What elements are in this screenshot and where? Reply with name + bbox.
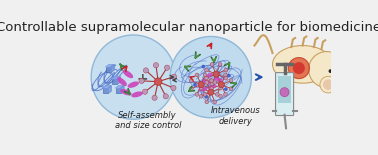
- Circle shape: [218, 82, 225, 88]
- FancyBboxPatch shape: [278, 76, 291, 103]
- Circle shape: [203, 93, 207, 96]
- Circle shape: [223, 73, 227, 77]
- Circle shape: [153, 63, 159, 68]
- FancyBboxPatch shape: [103, 88, 108, 93]
- Text: Controllable supramolecular nanoparticle for biomedicine: Controllable supramolecular nanoparticle…: [0, 21, 378, 34]
- Circle shape: [218, 63, 222, 67]
- Ellipse shape: [204, 73, 212, 78]
- Polygon shape: [103, 86, 111, 88]
- Circle shape: [193, 83, 197, 86]
- Circle shape: [288, 58, 310, 79]
- Ellipse shape: [208, 85, 217, 89]
- Ellipse shape: [214, 77, 223, 82]
- Circle shape: [203, 73, 207, 77]
- Ellipse shape: [131, 91, 143, 97]
- Polygon shape: [108, 86, 111, 93]
- Circle shape: [195, 73, 199, 77]
- Text: Self-assembly
and size control: Self-assembly and size control: [115, 111, 181, 130]
- Circle shape: [215, 73, 219, 77]
- Circle shape: [213, 100, 217, 104]
- Ellipse shape: [338, 64, 345, 69]
- Circle shape: [205, 100, 209, 104]
- Circle shape: [208, 89, 214, 95]
- Polygon shape: [117, 77, 120, 84]
- Circle shape: [219, 94, 222, 98]
- Circle shape: [227, 74, 231, 78]
- Circle shape: [152, 95, 157, 100]
- Circle shape: [210, 82, 214, 86]
- Circle shape: [218, 62, 222, 66]
- Circle shape: [210, 62, 214, 66]
- Circle shape: [224, 87, 228, 91]
- Circle shape: [189, 87, 193, 91]
- Circle shape: [139, 78, 144, 84]
- Circle shape: [143, 68, 149, 73]
- Circle shape: [201, 65, 205, 69]
- Circle shape: [229, 87, 233, 91]
- FancyBboxPatch shape: [116, 88, 121, 93]
- Circle shape: [91, 35, 175, 119]
- Circle shape: [154, 78, 162, 85]
- Circle shape: [224, 68, 228, 72]
- Circle shape: [164, 65, 170, 70]
- Circle shape: [213, 81, 217, 84]
- Polygon shape: [111, 65, 114, 72]
- Polygon shape: [106, 65, 114, 67]
- Circle shape: [189, 79, 193, 82]
- Circle shape: [323, 79, 333, 90]
- Circle shape: [224, 76, 228, 80]
- Circle shape: [198, 82, 204, 88]
- Circle shape: [213, 71, 219, 77]
- Circle shape: [293, 62, 305, 74]
- Circle shape: [163, 94, 169, 99]
- FancyBboxPatch shape: [112, 79, 117, 84]
- Ellipse shape: [202, 79, 211, 84]
- Ellipse shape: [117, 77, 127, 86]
- Ellipse shape: [123, 70, 133, 78]
- FancyBboxPatch shape: [106, 67, 111, 72]
- Circle shape: [215, 93, 219, 96]
- Polygon shape: [116, 86, 124, 88]
- Circle shape: [210, 79, 214, 82]
- Circle shape: [199, 94, 203, 98]
- Circle shape: [219, 86, 222, 90]
- Text: Intravenous
delivery: Intravenous delivery: [211, 106, 261, 126]
- Circle shape: [143, 89, 148, 94]
- Circle shape: [218, 82, 222, 86]
- Circle shape: [170, 36, 251, 118]
- Polygon shape: [121, 86, 124, 93]
- Ellipse shape: [128, 81, 139, 88]
- Text: +: +: [136, 72, 148, 86]
- Ellipse shape: [273, 46, 333, 83]
- Circle shape: [209, 87, 213, 91]
- Circle shape: [204, 95, 208, 99]
- Circle shape: [280, 88, 289, 97]
- Circle shape: [199, 86, 203, 90]
- Circle shape: [204, 76, 208, 80]
- Circle shape: [229, 79, 233, 82]
- Circle shape: [195, 93, 199, 96]
- Circle shape: [210, 87, 214, 91]
- Circle shape: [204, 68, 208, 72]
- Circle shape: [309, 52, 345, 88]
- Circle shape: [171, 74, 177, 79]
- Ellipse shape: [199, 87, 208, 91]
- FancyBboxPatch shape: [276, 73, 294, 115]
- Ellipse shape: [120, 89, 132, 95]
- Circle shape: [171, 85, 176, 91]
- Circle shape: [223, 93, 227, 96]
- Circle shape: [328, 69, 332, 73]
- Polygon shape: [112, 77, 120, 79]
- Circle shape: [205, 81, 209, 84]
- Circle shape: [209, 79, 213, 82]
- Circle shape: [320, 76, 336, 93]
